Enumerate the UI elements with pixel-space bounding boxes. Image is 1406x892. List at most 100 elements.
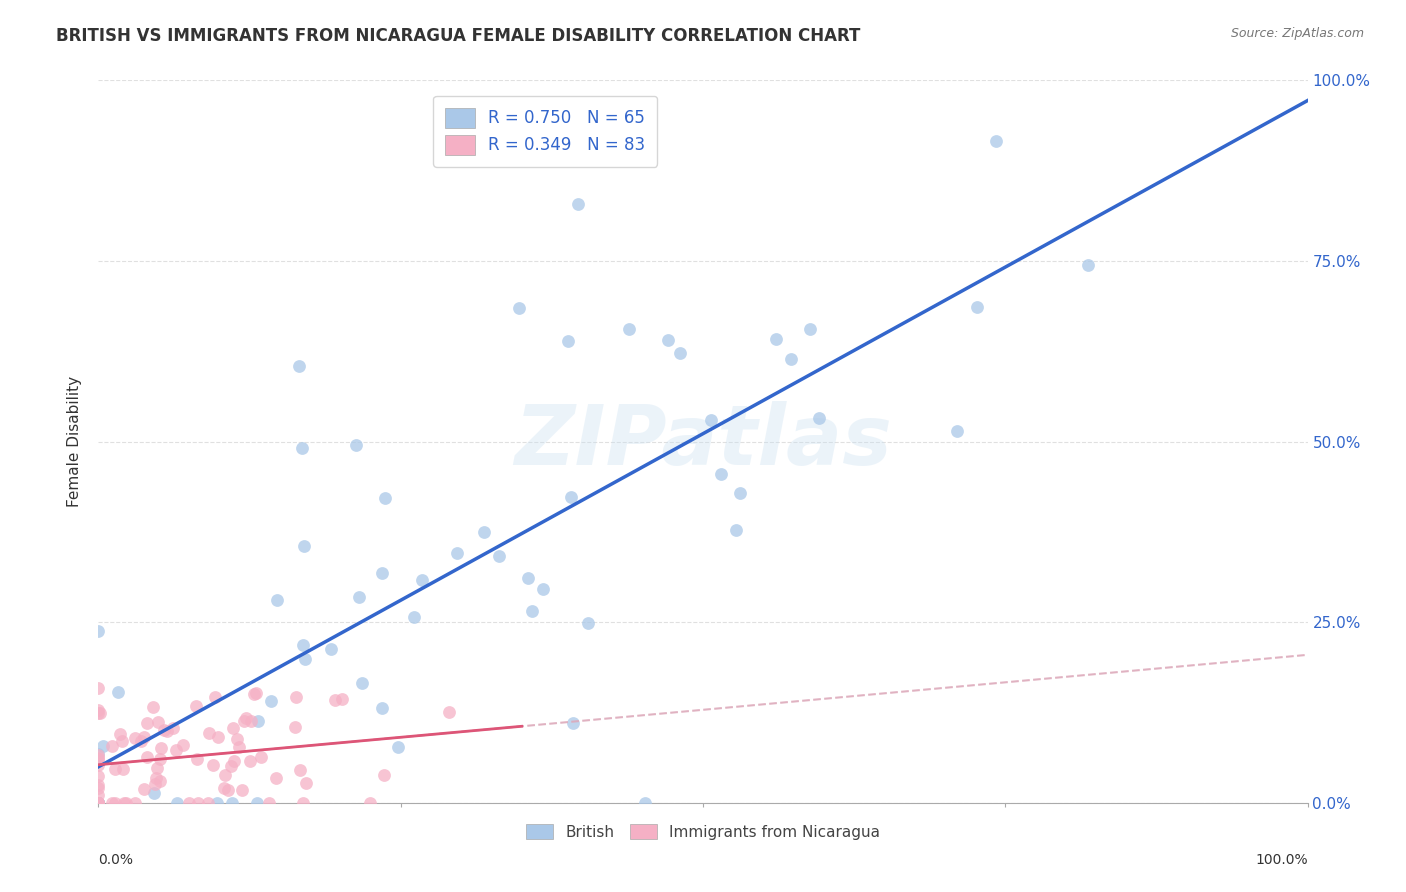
Point — [198, 726, 221, 740]
Point — [87, 752, 110, 766]
Point — [162, 722, 184, 736]
Point — [87, 751, 110, 765]
Point — [1077, 259, 1099, 273]
Point — [104, 796, 127, 810]
Point — [291, 441, 314, 455]
Point — [87, 780, 110, 795]
Point — [966, 300, 988, 314]
Point — [124, 731, 146, 746]
Point — [291, 796, 314, 810]
Point — [165, 743, 187, 757]
Point — [235, 711, 257, 725]
Point — [87, 796, 110, 810]
Point — [207, 796, 229, 810]
Point — [87, 796, 110, 810]
Point — [330, 692, 353, 706]
Point — [166, 796, 188, 810]
Point — [214, 767, 236, 781]
Point — [346, 438, 368, 452]
Point — [371, 566, 394, 581]
Point — [87, 624, 110, 638]
Point — [107, 685, 129, 699]
Point — [87, 796, 110, 810]
Point — [87, 796, 110, 810]
Point — [87, 706, 110, 720]
Point — [446, 546, 468, 560]
Point — [257, 796, 280, 810]
Point — [217, 782, 239, 797]
Point — [387, 739, 409, 754]
Point — [710, 467, 733, 482]
Point — [101, 739, 124, 753]
Point — [142, 699, 165, 714]
Point — [359, 796, 381, 810]
Legend: British, Immigrants from Nicaragua: British, Immigrants from Nicaragua — [520, 818, 886, 846]
Point — [87, 681, 110, 695]
Point — [87, 778, 110, 792]
Point — [222, 721, 245, 735]
Point — [172, 739, 194, 753]
Point — [508, 301, 530, 315]
Point — [87, 796, 110, 810]
Point — [101, 796, 124, 810]
Point — [87, 796, 110, 810]
Point — [87, 789, 110, 803]
Point — [260, 694, 283, 708]
Point — [226, 731, 249, 746]
Point — [87, 747, 110, 762]
Point — [562, 716, 585, 731]
Point — [155, 723, 177, 738]
Point — [87, 796, 110, 810]
Point — [132, 730, 155, 744]
Point — [246, 714, 269, 728]
Point — [146, 714, 169, 729]
Point — [567, 197, 589, 211]
Point — [136, 716, 159, 731]
Point — [347, 591, 370, 605]
Point — [288, 763, 311, 777]
Point — [197, 796, 219, 810]
Point — [129, 733, 152, 747]
Point — [374, 491, 396, 505]
Point — [111, 734, 134, 748]
Point — [149, 752, 172, 766]
Point — [87, 796, 110, 810]
Point — [231, 782, 253, 797]
Point — [204, 690, 226, 704]
Point — [266, 593, 288, 607]
Point — [516, 571, 538, 585]
Point — [373, 768, 395, 782]
Point — [143, 777, 166, 791]
Point — [214, 781, 236, 796]
Point — [619, 322, 641, 336]
Point — [404, 609, 426, 624]
Point — [557, 334, 579, 348]
Point — [288, 359, 311, 373]
Point — [284, 690, 307, 704]
Point — [292, 540, 315, 554]
Point — [87, 758, 110, 772]
Point — [87, 796, 110, 810]
Point — [87, 796, 110, 810]
Point — [634, 796, 657, 810]
Point — [207, 730, 229, 744]
Point — [292, 638, 315, 652]
Text: BRITISH VS IMMIGRANTS FROM NICARAGUA FEMALE DISABILITY CORRELATION CHART: BRITISH VS IMMIGRANTS FROM NICARAGUA FEM… — [56, 27, 860, 45]
Text: 100.0%: 100.0% — [1256, 854, 1308, 867]
Point — [245, 686, 267, 700]
Point — [246, 796, 269, 810]
Text: 0.0%: 0.0% — [98, 854, 134, 867]
Point — [239, 754, 262, 768]
Text: Source: ZipAtlas.com: Source: ZipAtlas.com — [1230, 27, 1364, 40]
Point — [765, 332, 787, 346]
Point — [145, 771, 167, 785]
Point — [657, 334, 679, 348]
Point — [153, 723, 176, 737]
Point — [294, 652, 316, 666]
Point — [560, 490, 582, 504]
Point — [249, 750, 271, 764]
Point — [669, 346, 692, 360]
Point — [531, 582, 554, 597]
Point — [108, 727, 131, 741]
Point — [725, 523, 748, 537]
